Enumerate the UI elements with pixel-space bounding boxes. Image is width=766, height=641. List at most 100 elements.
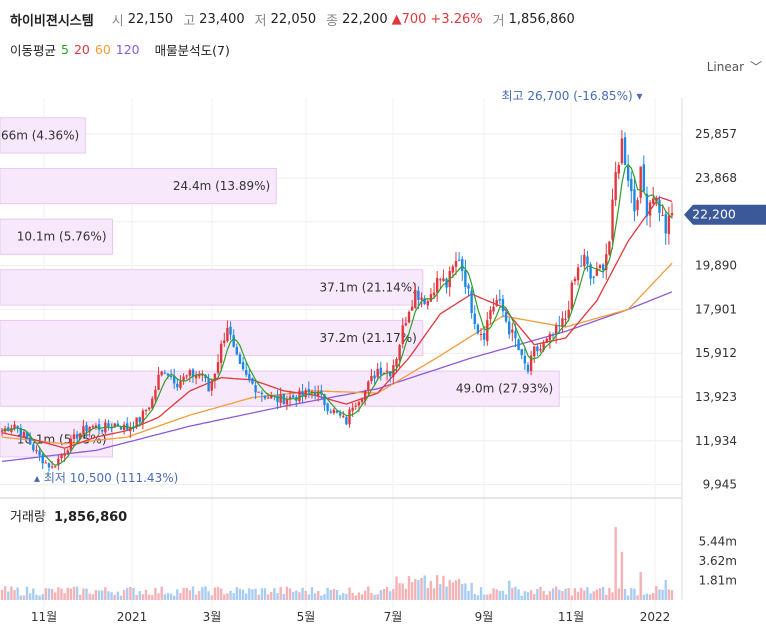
volume-bar xyxy=(282,593,285,600)
candle-body xyxy=(614,172,617,201)
candle-body xyxy=(301,391,304,396)
candle-body xyxy=(470,290,473,314)
candle-body xyxy=(13,424,16,429)
volume-bar xyxy=(442,575,445,600)
candle-body xyxy=(586,256,589,265)
volume-profile-bar xyxy=(0,269,424,306)
candle-body xyxy=(154,389,157,400)
volume-bar xyxy=(304,590,307,600)
candle-body xyxy=(182,376,185,382)
volume-panel-title: 거래량 1,856,860 xyxy=(10,506,127,525)
stock-name: 하이비젼시스템 xyxy=(10,13,94,29)
candle-body xyxy=(147,407,151,410)
volume-bar xyxy=(185,587,188,600)
volume-bar xyxy=(404,588,408,600)
volume-bar xyxy=(554,586,558,600)
candle-body xyxy=(85,425,88,432)
volume-bar xyxy=(135,595,138,600)
volume-bar xyxy=(667,589,671,600)
candle-body xyxy=(19,427,22,436)
quote-header: 하이비젼시스템 시 22,150 고 23,400 저 22,050 종 22,… xyxy=(10,8,575,30)
scale-mode-select[interactable]: Linear xyxy=(706,60,744,74)
volume-bar xyxy=(360,594,364,600)
ma5-label[interactable]: 5 xyxy=(61,42,69,57)
candle-body xyxy=(176,383,179,388)
volume-bar xyxy=(154,587,157,600)
volume-bar xyxy=(664,580,667,600)
volume-bar xyxy=(439,584,442,600)
volume-bar xyxy=(608,587,611,600)
candle-body xyxy=(661,215,664,217)
candle-body xyxy=(611,199,614,240)
candle-body xyxy=(151,398,154,409)
volume-bar xyxy=(263,588,267,600)
ma60-label[interactable]: 60 xyxy=(94,42,111,57)
candle-body xyxy=(69,438,73,451)
volume-bar xyxy=(266,594,270,600)
volume-bar xyxy=(94,590,98,600)
volume-bar xyxy=(526,592,530,600)
candle-body xyxy=(97,424,101,430)
y-tick-label: 13,923 xyxy=(695,390,737,404)
ma20-label[interactable]: 20 xyxy=(73,42,90,57)
volume-bar xyxy=(670,590,674,600)
candle-body xyxy=(554,325,558,335)
volume-bar xyxy=(379,590,383,600)
volume-bar xyxy=(595,589,599,600)
volume-bar xyxy=(307,594,311,600)
candle-body xyxy=(605,254,608,271)
x-tick-label: 2021 xyxy=(117,610,148,624)
volume-bar xyxy=(329,589,332,600)
candle-body xyxy=(91,426,94,428)
volume-bar xyxy=(614,527,617,600)
y-tick-label: 11,934 xyxy=(695,434,737,448)
volume-bar xyxy=(576,591,580,600)
volume-bar xyxy=(605,594,608,600)
volume-bar xyxy=(85,588,88,600)
volume-bar xyxy=(642,594,646,600)
ma120-line xyxy=(1,291,673,463)
volume-bar xyxy=(457,579,461,600)
candle-body xyxy=(351,407,354,411)
candle-body xyxy=(82,426,85,434)
max-annotation: 최고 26,700 (-16.85%) ▾ xyxy=(502,89,643,103)
volume-bar xyxy=(273,588,276,600)
volume-bar xyxy=(620,551,624,600)
volume-bar xyxy=(345,593,348,600)
ma120-label[interactable]: 120 xyxy=(115,42,140,57)
candle-body xyxy=(338,413,342,416)
volume-bar xyxy=(166,592,170,600)
candle-body xyxy=(620,138,624,164)
candle-body xyxy=(75,434,79,439)
candle-body xyxy=(630,178,633,192)
volume-bar xyxy=(172,595,176,600)
candle-body xyxy=(454,261,458,267)
candle-body xyxy=(482,332,486,340)
volume-bar xyxy=(22,595,26,600)
candle-body xyxy=(667,215,671,234)
volume-bar xyxy=(539,586,542,600)
volume-bar xyxy=(3,586,7,600)
candle-body xyxy=(507,321,511,335)
candle-body xyxy=(129,427,132,432)
candle-body xyxy=(432,292,436,296)
candle-body xyxy=(536,346,539,352)
volume-bar xyxy=(523,591,527,600)
candle-body xyxy=(623,137,627,165)
volume-bar xyxy=(542,591,545,600)
chevron-down-icon[interactable]: ﹀ xyxy=(749,60,762,74)
volume-bar xyxy=(35,594,38,600)
volume-bar xyxy=(69,588,73,600)
volume-bar xyxy=(655,586,658,600)
candle-body xyxy=(357,401,361,406)
volume-bar xyxy=(72,586,76,600)
volume-profile-label[interactable]: 매물분석도(7) xyxy=(154,43,230,58)
volume-bar xyxy=(216,586,220,600)
candle-body xyxy=(529,355,533,372)
volume-profile-bar xyxy=(0,319,424,357)
moving-average-label[interactable]: 이동평균 xyxy=(10,43,57,58)
volume-bar xyxy=(232,593,235,600)
candle-body xyxy=(633,189,636,212)
y-tick-label: 23,868 xyxy=(695,171,737,185)
